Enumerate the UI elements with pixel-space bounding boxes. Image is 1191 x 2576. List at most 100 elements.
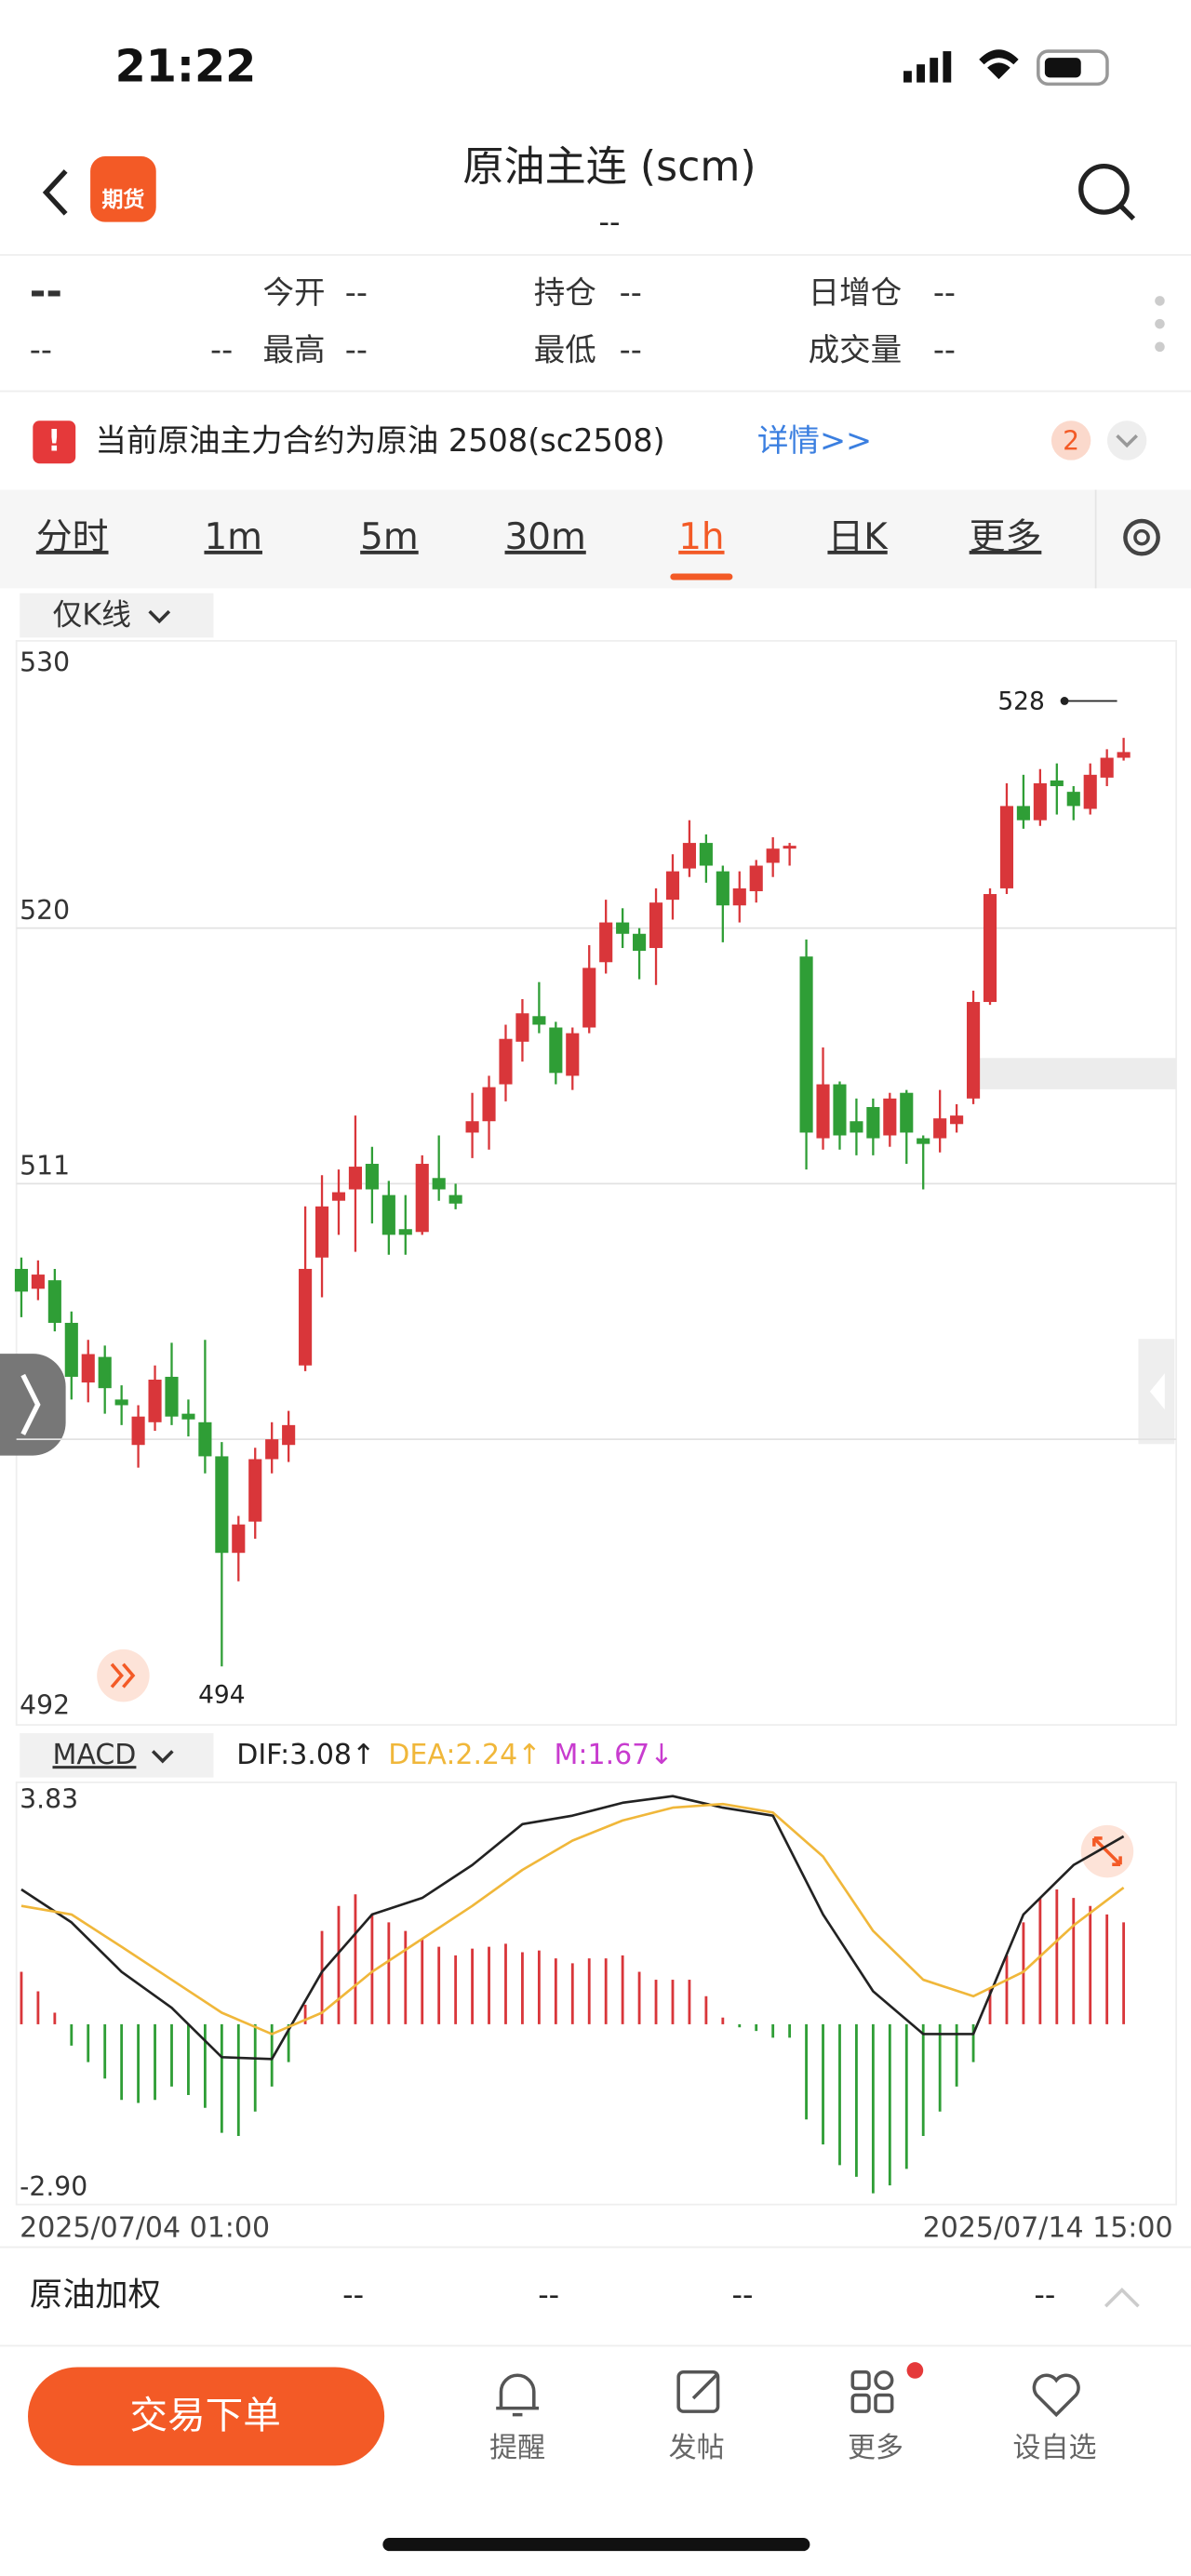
logo-text: 期货 [101,187,144,212]
candle-body [967,1002,981,1099]
candle-body [398,1229,412,1235]
quote-cell: -- [30,332,52,368]
tab[interactable]: 30m [505,516,586,558]
candle-body [515,1013,529,1042]
candle-body [348,1167,363,1190]
tab[interactable]: 分时 [36,516,109,558]
candle-body [983,894,997,1003]
chart-mode-caret [148,609,171,624]
candle-body [950,1115,964,1125]
notice-expand[interactable] [1106,420,1147,460]
quote-cell: -- [30,269,62,314]
status-icons [903,49,1109,87]
candle-body [582,968,596,1028]
candle-body [482,1087,496,1122]
candle-body [649,902,663,949]
candle-body [883,1098,897,1136]
min-label: 494 [198,1681,246,1710]
indicator-name[interactable]: MACD [52,1739,136,1771]
candle-body [549,1027,563,1074]
settings-button[interactable] [1123,518,1160,556]
candle-body [749,865,763,891]
candle-body [766,848,780,863]
more-dots[interactable] [1155,296,1165,353]
candle-body [265,1439,279,1460]
candle-body [866,1106,880,1139]
page-subtitle: -- [599,206,621,239]
candle-body [599,922,613,963]
tab[interactable]: 5m [360,516,419,558]
chart-mode[interactable]: 仅K线 [52,598,130,632]
candle-body [314,1206,329,1258]
trade-button-text: 交易下单 [129,2393,280,2437]
nav-item[interactable]: 发帖 [669,2432,725,2464]
candle-body [816,1084,830,1139]
notice-link[interactable]: 详情>> [757,422,872,459]
x-label: 2025/07/14 15:00 [923,2212,1173,2245]
macd-line [20,1802,1125,2035]
quote-cell: 最高 [262,332,325,368]
candle-body [616,922,630,934]
notice-badge: 2 [1063,425,1079,456]
x-label: 2025/07/04 01:00 [20,2212,270,2245]
candle-body [917,1138,930,1144]
legend-item: DIF:3.08↑ [236,1739,375,1771]
candle-body [1117,752,1131,758]
back-button[interactable] [42,169,68,216]
candle-body [499,1038,513,1085]
nav-item[interactable]: 设自选 [1012,2432,1096,2464]
tab-indicator [670,573,733,581]
tab[interactable]: 日K [827,516,889,558]
candle-body [1016,806,1030,821]
candle-body [181,1413,195,1420]
candle-body [415,1164,429,1233]
y-tick-label: 520 [20,895,70,926]
candle-body [566,1033,580,1076]
candle-body [64,1322,78,1377]
candle-body [31,1275,45,1289]
candle-body [783,846,796,849]
tab[interactable]: 1h [678,516,724,558]
quote-cell: 日增仓 [809,274,903,311]
candle-body [665,871,680,901]
collapse-button[interactable] [1104,2287,1140,2308]
svg-text:!: ! [47,424,61,458]
candle-body [148,1380,162,1422]
candle-body [850,1121,863,1133]
quote-cell: -- [210,332,233,368]
weighted-value: -- [342,2279,364,2313]
indicator-caret [151,1750,174,1764]
tab[interactable]: 1m [204,516,262,558]
candle-body [1050,780,1064,787]
quote-cell: -- [345,274,368,311]
legend-item: DEA:2.24↑ [388,1739,541,1771]
page-title: 原油主连 (scm) [462,143,756,191]
legend-item: M:1.67↓ [554,1739,673,1771]
candle-body [732,888,746,906]
candle-body [465,1121,479,1133]
candle-body [1100,757,1114,778]
left-handle[interactable] [0,1354,66,1456]
y-tick-label: -2.90 [20,2171,87,2202]
tab[interactable]: 更多 [970,516,1042,558]
quote-cell: -- [620,332,642,368]
quote-cell: 持仓 [534,274,596,311]
quote-cell: 最低 [534,332,596,368]
candle-body [81,1354,95,1383]
nav-item[interactable]: 提醒 [489,2432,545,2464]
candle-body [682,843,696,869]
candle-body [900,1092,914,1133]
nav-icons [496,2369,1080,2418]
candle-body [999,806,1014,888]
trade-button[interactable] [28,2367,385,2466]
candle-body [532,1016,546,1025]
candle-body [1083,774,1097,809]
candle-body [799,956,813,1133]
candle-body [98,1356,112,1389]
notice-icon [33,420,76,464]
nav-item[interactable]: 更多 [848,2432,903,2464]
quote-cell: -- [933,332,956,368]
weighted-name: 原油加权 [30,2276,161,2315]
search-button[interactable] [1078,164,1136,221]
